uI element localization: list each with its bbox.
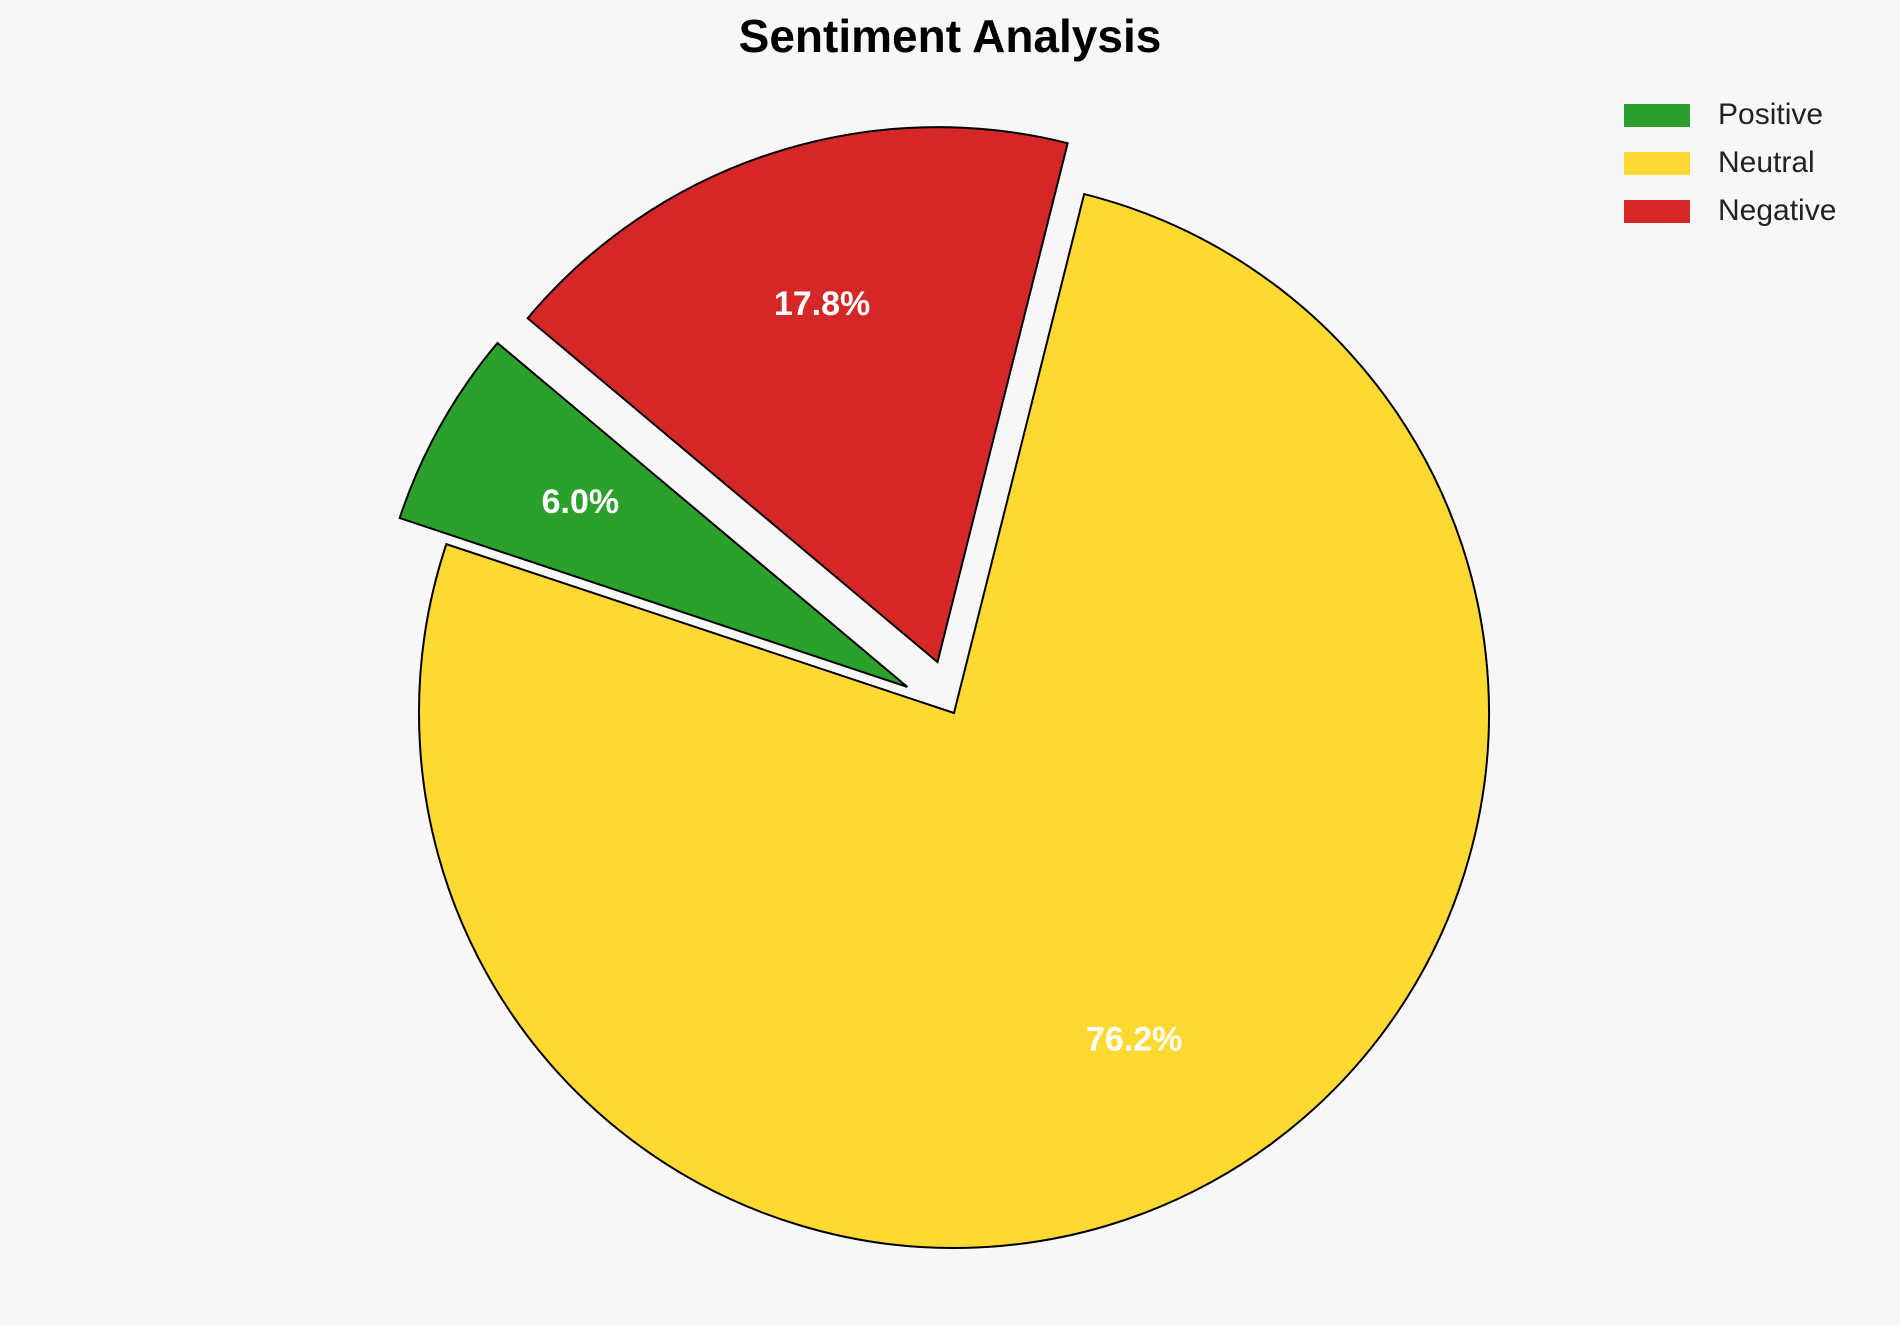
legend-swatch [1624,152,1690,175]
pie-slice [418,192,1490,1249]
legend-label: Neutral [1718,146,1815,179]
legend-swatch [1624,200,1690,223]
slice-label: 6.0% [542,483,620,521]
pie-slice [398,341,908,688]
legend-swatch [1624,104,1690,127]
slice-label: 17.8% [774,285,870,323]
pie-slice [526,126,1069,664]
legend-label: Negative [1718,194,1836,227]
chart-title: Sentiment Analysis [739,10,1162,62]
slice-label: 76.2% [1086,1020,1182,1058]
legend-label: Positive [1718,98,1823,131]
